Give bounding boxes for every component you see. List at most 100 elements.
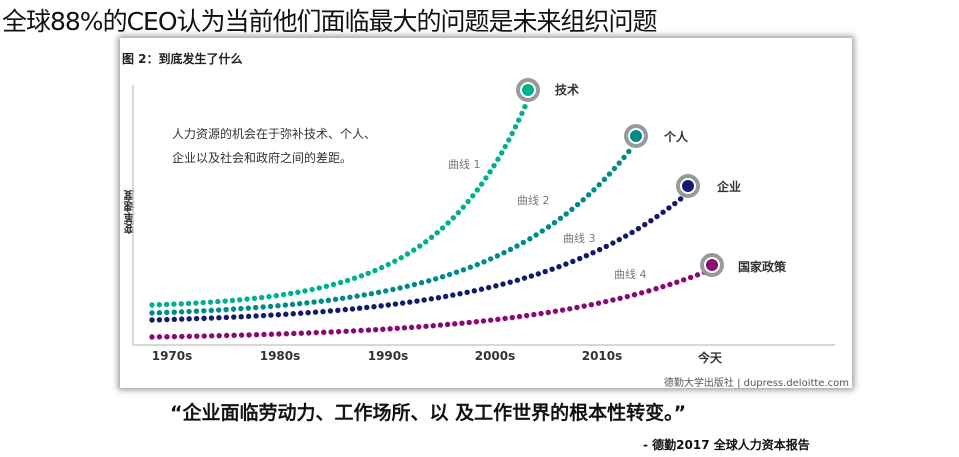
curve-dot — [201, 333, 207, 339]
curve-dot — [631, 292, 638, 298]
attribution: - 德勤2017 全球人力资本报告 — [643, 438, 810, 452]
curve-dot — [442, 293, 449, 300]
curve-dot — [245, 313, 252, 320]
curve-dot — [450, 215, 457, 221]
curve-dot — [574, 304, 580, 311]
curve-dot — [446, 271, 453, 278]
quote: “企业面临劳动力、工作场所、以 及工作世界的根本性转变。” — [170, 402, 687, 424]
figure-card — [120, 38, 852, 388]
curve-dot — [495, 316, 501, 323]
curve-dot — [610, 297, 616, 303]
curve-dot — [149, 317, 155, 323]
curve-dot — [156, 334, 163, 340]
curve-dot — [186, 308, 192, 315]
curve-dot — [276, 331, 282, 337]
curve-dot — [260, 304, 266, 310]
curve-dot — [545, 224, 552, 230]
curve-dot — [149, 310, 155, 316]
curve-dot — [622, 233, 629, 239]
curve-dot — [149, 334, 155, 340]
curve-dot — [423, 239, 429, 245]
curve-dot — [495, 156, 501, 162]
curve-dot — [313, 329, 319, 336]
curve-dot — [674, 279, 680, 285]
curve-dot — [215, 298, 221, 305]
curve-dot — [430, 323, 436, 329]
curve-dot — [471, 288, 478, 294]
curve-dot — [514, 243, 520, 249]
curve-dot — [512, 124, 519, 130]
curve-dot — [509, 314, 515, 321]
curve-dot — [654, 213, 660, 220]
curve-dot — [648, 217, 654, 224]
curve-dot — [275, 303, 281, 309]
curve-dot — [311, 299, 317, 305]
curve-dot — [268, 312, 274, 318]
curve-dot — [577, 255, 583, 262]
curve-dot — [520, 239, 527, 246]
curve-dot — [457, 291, 463, 297]
end-marker — [630, 130, 642, 142]
series-label: 国家政策 — [738, 260, 787, 274]
curve-dot — [171, 301, 177, 307]
curve-dot — [164, 316, 170, 323]
curve-dot — [261, 331, 267, 338]
curve-dot — [223, 314, 230, 321]
curve-dot — [535, 271, 542, 277]
curve-dot — [398, 255, 404, 261]
curve-dot — [478, 286, 485, 292]
curve-dot — [432, 276, 439, 282]
curve-dot — [596, 246, 603, 253]
curve-dot — [361, 292, 367, 298]
curve-dot — [245, 305, 252, 311]
curve-dot — [238, 305, 244, 312]
curve-dot — [533, 232, 539, 238]
curve-dot — [298, 330, 305, 336]
curve-dot — [325, 297, 332, 303]
curve-dot — [660, 283, 666, 290]
curve-dot — [660, 209, 666, 215]
curve-dot — [316, 285, 322, 291]
curve-dot — [417, 243, 423, 249]
curve-dot — [193, 315, 200, 322]
curve-dot — [365, 327, 372, 333]
curve-dot — [527, 236, 533, 242]
curve-dot — [421, 297, 427, 303]
curve-dot — [156, 317, 163, 323]
curve-dot — [306, 330, 312, 336]
curve-dot — [215, 307, 222, 313]
curve-dot — [596, 182, 602, 188]
curve-dot — [371, 303, 377, 310]
curve-dot — [467, 264, 474, 270]
curve-dot — [519, 110, 525, 117]
curve-dot — [414, 298, 420, 304]
curve-dot — [521, 275, 528, 281]
curve-dot — [328, 329, 334, 335]
curve-dot — [563, 261, 569, 267]
curve-dot — [485, 284, 492, 291]
curve-dot — [288, 290, 294, 297]
curve-dot — [267, 303, 274, 310]
curve-dot — [385, 302, 391, 308]
curve-dot — [444, 321, 451, 328]
curve-dot — [378, 303, 384, 309]
curve-dot — [502, 143, 508, 150]
note-line: 企业以及社会和政府之间的差距。 — [172, 151, 353, 165]
curve-dot — [251, 295, 258, 302]
curve-dot — [435, 294, 442, 301]
curve-dot — [603, 298, 609, 305]
curve-dot — [487, 169, 493, 175]
curve-dot — [394, 325, 400, 332]
curve-dot — [208, 315, 215, 321]
curve-dot — [185, 300, 192, 307]
curve-dot — [439, 225, 446, 231]
curve-dot — [416, 324, 422, 330]
curve-dot — [502, 315, 508, 322]
curve-dot — [321, 329, 327, 336]
curve-dot — [290, 311, 296, 317]
curve-dot — [460, 204, 466, 210]
curve-dot — [437, 322, 444, 328]
curve-dot — [231, 332, 237, 339]
curve-dot — [186, 333, 193, 340]
curve-dot — [222, 298, 228, 304]
